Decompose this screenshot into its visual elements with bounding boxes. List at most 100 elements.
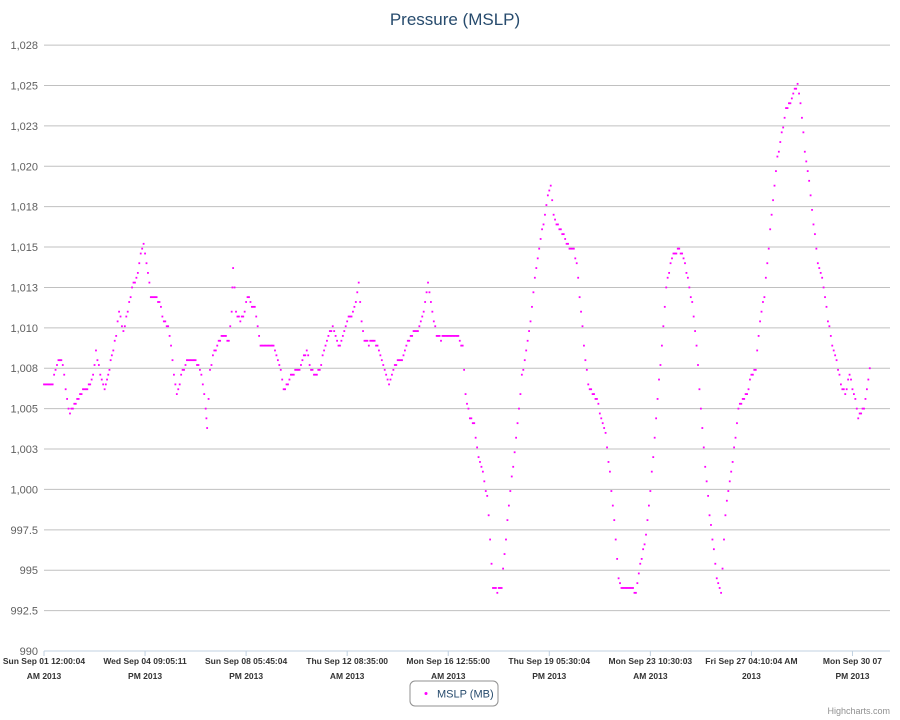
- data-point: [443, 335, 445, 337]
- data-point: [393, 364, 396, 366]
- data-point: [746, 393, 748, 395]
- data-point: [626, 587, 629, 589]
- data-point: [83, 388, 86, 391]
- data-point: [585, 368, 588, 371]
- data-point: [809, 194, 812, 197]
- data-point: [474, 436, 477, 439]
- data-point: [848, 373, 851, 376]
- data-point: [551, 199, 554, 202]
- data-point: [636, 582, 639, 585]
- data-point: [60, 359, 63, 362]
- data-point: [496, 591, 499, 594]
- data-point: [93, 364, 96, 366]
- data-point: [118, 310, 120, 313]
- data-point: [165, 325, 168, 328]
- data-point: [155, 296, 158, 299]
- y-tick-label: 1,003: [10, 444, 38, 456]
- data-point: [320, 364, 323, 366]
- y-tick-label: 990: [20, 646, 38, 658]
- gridlines: [44, 44, 890, 652]
- data-point: [103, 388, 106, 391]
- data-point: [522, 368, 525, 371]
- data-point: [315, 373, 318, 376]
- data-point: [691, 301, 694, 303]
- data-point: [201, 383, 204, 386]
- data-point: [44, 383, 47, 386]
- data-point: [523, 359, 526, 362]
- data-point: [519, 393, 522, 395]
- data-point: [609, 470, 611, 473]
- data-point: [412, 330, 415, 332]
- data-point: [487, 514, 490, 517]
- data-point: [128, 301, 131, 303]
- data-point: [847, 378, 850, 381]
- data-point: [308, 364, 311, 366]
- data-point: [204, 407, 207, 410]
- data-point: [126, 310, 129, 313]
- data-point: [399, 359, 402, 362]
- data-point: [243, 310, 246, 313]
- legend[interactable]: MSLP (MB): [409, 680, 499, 707]
- data-point: [119, 315, 122, 318]
- data-point: [515, 436, 517, 439]
- data-point: [477, 456, 480, 459]
- data-point: [109, 359, 112, 362]
- data-point: [697, 364, 699, 366]
- data-point: [479, 461, 481, 463]
- data-point: [258, 335, 261, 337]
- data-point: [772, 199, 774, 202]
- data-point: [747, 388, 750, 391]
- data-point: [131, 286, 133, 289]
- data-point: [240, 315, 243, 318]
- credits-link[interactable]: Highcharts.com: [827, 706, 890, 716]
- data-point: [58, 359, 61, 362]
- data-point: [650, 470, 653, 473]
- data-point: [486, 494, 489, 497]
- data-point: [64, 388, 67, 391]
- data-point: [409, 335, 412, 337]
- data-point: [639, 562, 642, 565]
- data-point: [549, 184, 552, 187]
- data-point: [56, 364, 58, 366]
- data-point: [305, 349, 308, 352]
- data-point: [375, 344, 377, 347]
- data-point: [378, 349, 380, 352]
- data-point: [570, 247, 572, 250]
- legend-label[interactable]: MSLP (MB): [437, 689, 494, 701]
- data-point: [828, 325, 831, 328]
- data-point: [269, 344, 272, 347]
- data-point: [346, 320, 349, 323]
- data-point: [265, 344, 268, 347]
- data-point: [606, 446, 608, 449]
- data-point: [194, 359, 197, 362]
- data-point: [67, 407, 70, 410]
- data-point: [366, 339, 369, 342]
- data-point: [112, 349, 115, 352]
- data-point: [287, 383, 289, 386]
- data-point: [712, 548, 715, 551]
- data-point: [756, 349, 759, 352]
- data-point: [593, 393, 595, 395]
- data-point: [750, 373, 753, 376]
- x-tick-label: Thu Sep 19 05:30:04: [508, 656, 590, 666]
- data-point: [379, 354, 382, 357]
- y-tick-label: 992.5: [10, 606, 38, 618]
- data-point: [343, 330, 346, 332]
- data-point: [213, 349, 216, 352]
- data-point: [851, 388, 854, 391]
- data-point: [385, 373, 388, 376]
- data-point: [640, 558, 643, 560]
- data-point: [219, 339, 222, 342]
- data-point: [177, 388, 180, 391]
- data-point: [814, 233, 816, 236]
- x-tick-label-line2: AM 2013: [330, 671, 365, 681]
- data-point: [294, 368, 297, 371]
- data-point: [808, 179, 811, 182]
- data-point: [558, 228, 561, 231]
- data-point: [751, 373, 754, 376]
- data-point: [720, 591, 722, 594]
- data-point: [328, 330, 331, 332]
- y-tick-label: 1,013: [10, 282, 38, 294]
- data-point: [285, 383, 288, 386]
- data-point: [711, 538, 714, 541]
